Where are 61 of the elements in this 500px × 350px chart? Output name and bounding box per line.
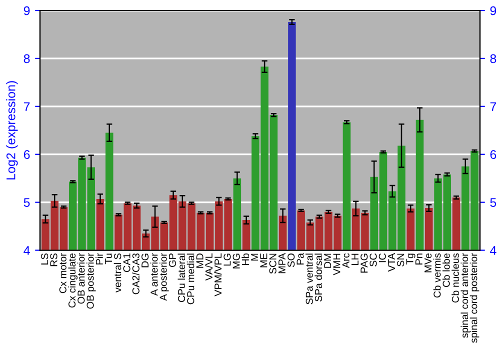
x-tick-label: GP (168, 254, 176, 267)
y2-tick-label: 7 (490, 102, 496, 111)
x-tick-label: SCN (269, 254, 276, 274)
x-tick-label: CPu medial (186, 254, 194, 304)
x-tick-label: SC (370, 253, 377, 266)
x-tick-label: Cb vermis (433, 253, 441, 298)
x-tick-label: Cx motor (59, 253, 66, 294)
x-tick-label: Tg (406, 254, 416, 264)
y-tick-label: 4 (24, 246, 30, 255)
x-tick-label: Cb lobe (442, 253, 450, 287)
x-tick-label: RS (50, 253, 58, 266)
x-tick-label: MD (196, 254, 204, 268)
x-tick-label: SPa dorsal (314, 254, 322, 302)
x-tick-label: OB posterior (86, 253, 96, 309)
x-tick-label: LH (352, 254, 358, 265)
y2-tick-label: 5 (490, 198, 496, 207)
x-tick-label: ventral S (114, 253, 122, 292)
x-tick-label: ME (260, 253, 268, 268)
y-tick-label: 8 (24, 54, 30, 64)
x-tick-label: CPu lateral (178, 254, 186, 302)
x-tick-label: OB anterior (77, 253, 85, 304)
x-tick-label: MVe (424, 253, 432, 272)
x-tick-label: MG (232, 254, 240, 268)
x-tick-label: VMH (333, 254, 340, 276)
y-tick-label: 5 (24, 198, 30, 207)
x-tick-label: Pn (415, 254, 422, 264)
y2-tick-label: 8 (490, 54, 496, 64)
x-tick-label: DM (324, 254, 332, 268)
x-tick-label: Tu (105, 254, 112, 264)
y2-tick-label: 6 (490, 150, 496, 159)
y2-tick-label: 9 (490, 6, 496, 16)
x-tick-label: VPM/VPL (214, 253, 222, 296)
x-tick-label: LS (41, 253, 48, 264)
x-tick-label: Cx cingulate (68, 253, 78, 308)
x-tick-label: Hb (242, 253, 249, 265)
x-tick-label: DG (141, 254, 149, 268)
x-tick-label: LG (224, 254, 231, 266)
x-tick-label: CA2/CA3 (132, 253, 140, 294)
y-tick-label: 7 (24, 102, 30, 111)
y-axis-title: Log2 (expression) (6, 81, 18, 180)
x-tick-label: spinal cord posterior (470, 253, 480, 343)
x-tick-label: M (251, 254, 258, 261)
x-tick-label: A anterior (150, 253, 158, 296)
x-tick-label: PAG (360, 254, 368, 273)
x-tick-label: VTA (388, 253, 395, 272)
x-tick-label: Arc (342, 253, 350, 268)
x-tick-label: VA/VL (205, 253, 212, 281)
x-tick-label: SN (397, 254, 404, 266)
x-tick-label: Pir (96, 253, 103, 264)
x-tick-label: MPA (278, 253, 286, 274)
x-tick-label: Cb nucleus (452, 253, 459, 303)
x-tick-label: CA1 (123, 254, 130, 272)
x-tick-label: SO (288, 254, 295, 268)
x-tick-label: SPa ventral (306, 254, 313, 304)
x-tick-label: A posterior (159, 253, 169, 301)
y-tick-label: 9 (24, 6, 30, 16)
x-tick-label: spinal cord anterior (460, 253, 470, 338)
x-tick-label: IC (378, 253, 386, 262)
x-tick-label: Pa (296, 253, 304, 264)
y-tick-label: 6 (24, 150, 30, 159)
y2-tick-label: 4 (490, 246, 496, 255)
